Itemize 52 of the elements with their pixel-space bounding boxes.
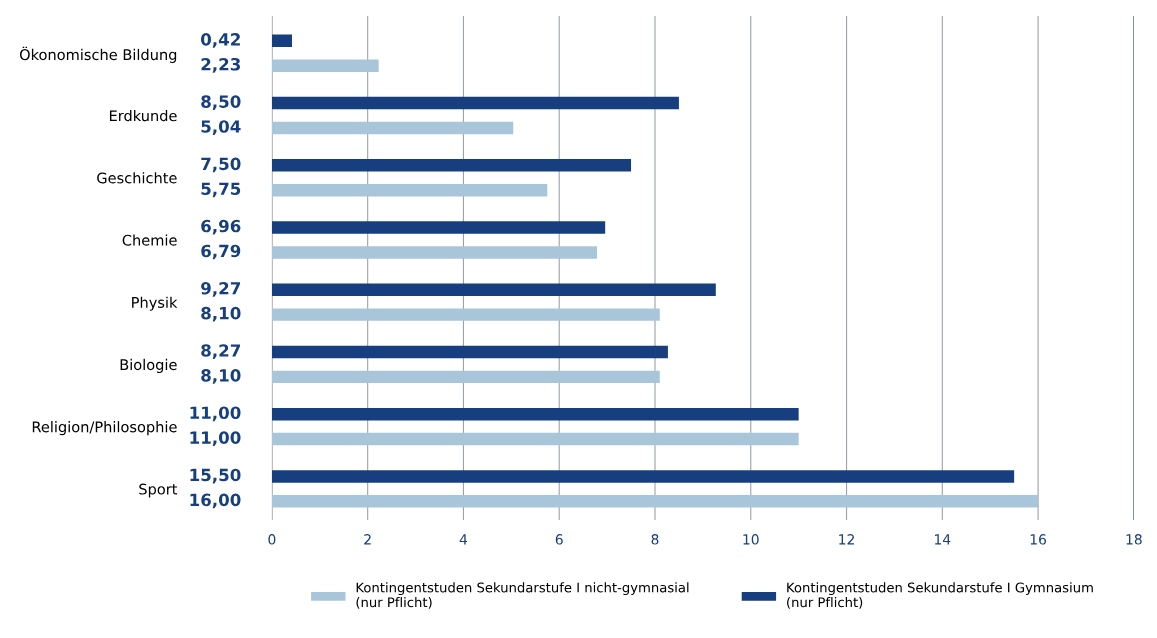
y-tick-label: Physik <box>132 296 178 311</box>
x-tick-label: 12 <box>839 534 854 545</box>
bar <box>271 470 1015 483</box>
x-tick-label: 4 <box>459 534 468 545</box>
data-label: 2,23 <box>201 57 241 73</box>
data-label: 0,42 <box>201 33 240 48</box>
legend-label: Kontingentstuden Sekundarstufe I nicht-gymnasial (nur Pflicht) <box>356 582 689 609</box>
y-tick-label: Religion/Philosophie <box>32 421 177 436</box>
x-tick-label: 10 <box>743 534 759 545</box>
data-label: 8,50 <box>201 95 241 111</box>
bar <box>271 308 660 321</box>
data-label: 6,79 <box>201 244 241 260</box>
data-label: 6,96 <box>201 219 241 235</box>
bar <box>271 407 799 421</box>
bar <box>271 221 606 234</box>
x-tick-label: 2 <box>364 534 371 545</box>
data-label: 11,00 <box>190 406 241 422</box>
bar <box>271 283 716 296</box>
bar <box>271 121 514 135</box>
bar <box>271 183 548 197</box>
y-tick-label: Chemie <box>122 234 177 246</box>
x-tick-label: 14 <box>935 534 951 545</box>
y-tick-label: Geschichte <box>97 172 177 184</box>
data-label: 8,10 <box>201 306 241 322</box>
data-label: 16,00 <box>190 493 241 509</box>
data-label: 7,50 <box>201 157 241 173</box>
bar <box>271 246 598 259</box>
data-label: 5,75 <box>201 182 241 198</box>
y-tick-label: Biologie <box>120 358 177 373</box>
x-tick-label: 18 <box>1126 534 1142 545</box>
bar <box>271 159 632 172</box>
bar <box>271 59 379 72</box>
bar <box>271 34 293 48</box>
data-label: 15,50 <box>190 468 241 484</box>
x-tick-label: 16 <box>1030 534 1047 545</box>
data-label: 9,27 <box>201 281 241 297</box>
x-tick-label: 0 <box>268 534 276 545</box>
bar <box>271 345 668 359</box>
x-tick-label: 6 <box>555 534 563 545</box>
data-label: 8,27 <box>201 344 241 359</box>
bar <box>271 432 799 446</box>
bar <box>271 96 679 110</box>
data-label: 5,04 <box>201 120 241 135</box>
bar <box>271 495 1039 508</box>
data-label: 11,00 <box>190 431 241 447</box>
y-tick-label: Erdkunde <box>109 109 177 122</box>
legend-label: Kontingentstuden Sekundarstufe I Gymnasium (nur Pflicht) <box>787 582 1093 609</box>
x-tick-label: 8 <box>651 534 659 545</box>
y-tick-label: Sport <box>139 483 178 498</box>
data-label: 8,10 <box>201 369 241 384</box>
bar <box>271 370 660 384</box>
y-tick-label: Ökonomische Bildung <box>19 46 177 63</box>
